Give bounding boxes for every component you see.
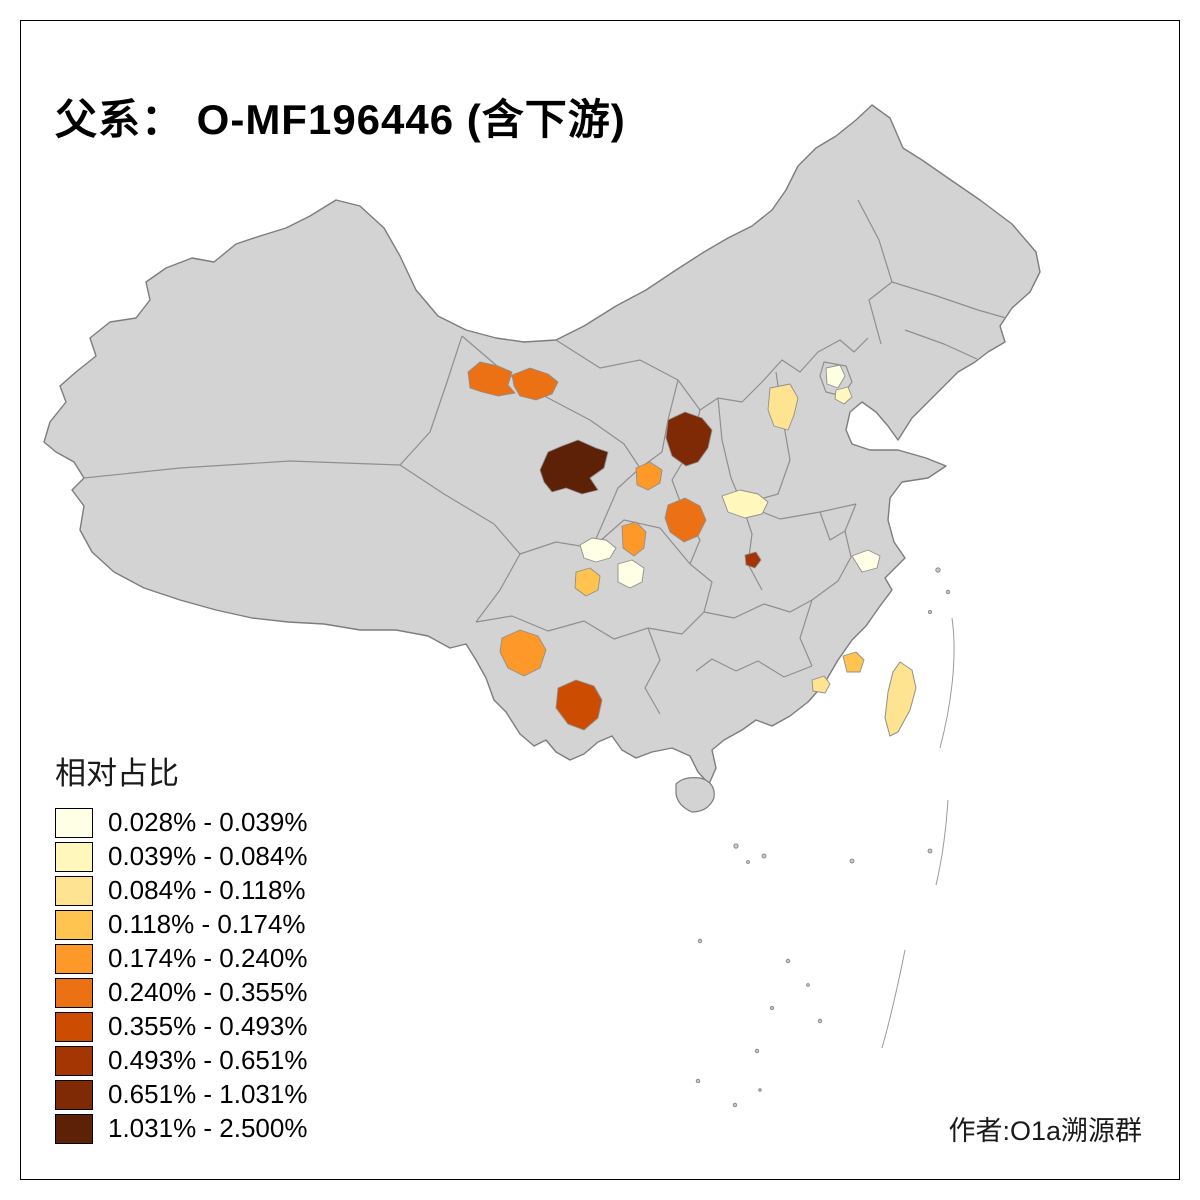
- legend-swatch: [55, 1113, 93, 1144]
- legend-label: 0.651% - 1.031%: [108, 1079, 308, 1109]
- legend-row: 0.118% - 0.174%: [55, 909, 307, 940]
- legend-row: 1.031% - 2.500%: [55, 1113, 307, 1144]
- legend-row: 0.651% - 1.031%: [55, 1079, 307, 1110]
- map-region: [499, 629, 547, 677]
- map-region: [811, 675, 831, 694]
- legend-label: 0.084% - 0.118%: [108, 875, 306, 905]
- map-region: [621, 521, 647, 557]
- legend-label: 0.493% - 0.651%: [108, 1045, 308, 1075]
- map-region: [467, 361, 516, 397]
- legend-row: 0.174% - 0.240%: [55, 943, 307, 974]
- legend-row: 0.028% - 0.039%: [55, 807, 307, 838]
- legend-row: 0.039% - 0.084%: [55, 841, 307, 872]
- sea-boundary-lines: [881, 617, 955, 1049]
- landmass: [43, 104, 1041, 785]
- map-region: [842, 651, 865, 673]
- map-region: [574, 567, 601, 597]
- map-region: [555, 679, 603, 731]
- legend-swatch: [55, 875, 93, 906]
- choropleth-regions: [467, 361, 881, 731]
- page-title: 父系： O-MF196446 (含下游): [55, 96, 626, 144]
- legend-label: 1.031% - 2.500%: [108, 1113, 308, 1143]
- legend-label: 0.028% - 0.039%: [108, 807, 308, 837]
- legend-swatch: [55, 943, 93, 974]
- legend-swatch: [55, 1079, 93, 1110]
- province-borders: [83, 199, 1007, 715]
- legend-swatch: [55, 807, 93, 838]
- map-region: [635, 461, 663, 491]
- legend-label: 0.039% - 0.084%: [108, 841, 308, 871]
- south-china-sea-islands: [695, 567, 951, 1108]
- legend-row: 0.084% - 0.118%: [55, 875, 307, 906]
- legend-label: 0.118% - 0.174%: [108, 909, 306, 939]
- map-region: [767, 383, 799, 431]
- map-region: [665, 411, 713, 467]
- legend-swatch: [55, 1011, 93, 1042]
- map-region: [511, 367, 559, 401]
- map-region: [579, 537, 617, 563]
- legend-label: 0.355% - 0.493%: [108, 1011, 308, 1041]
- legend-row: 0.355% - 0.493%: [55, 1011, 307, 1042]
- legend-row: 0.493% - 0.651%: [55, 1045, 307, 1076]
- map-region: [617, 559, 645, 589]
- legend-row: 0.240% - 0.355%: [55, 977, 307, 1008]
- map-region: [664, 497, 707, 543]
- map-region: [851, 549, 881, 573]
- legend-swatch: [55, 841, 93, 872]
- legend-label: 0.174% - 0.240%: [108, 943, 308, 973]
- legend-swatch: [55, 1045, 93, 1076]
- map-region: [744, 551, 762, 569]
- author-credit: 作者:O1a溯源群: [948, 1116, 1142, 1146]
- legend-title: 相对占比: [55, 756, 179, 791]
- legend-label: 0.240% - 0.355%: [108, 977, 308, 1007]
- map-region: [539, 439, 609, 495]
- legend: 相对占比 0.028% - 0.039% 0.039% - 0.084% 0.0…: [55, 748, 307, 1147]
- map-region: [721, 489, 769, 519]
- legend-swatch: [55, 909, 93, 940]
- hainan-island: [675, 777, 715, 813]
- map-region: [825, 364, 846, 389]
- legend-swatch: [55, 977, 93, 1008]
- taiwan-island: [884, 661, 917, 737]
- map-region: [834, 386, 853, 405]
